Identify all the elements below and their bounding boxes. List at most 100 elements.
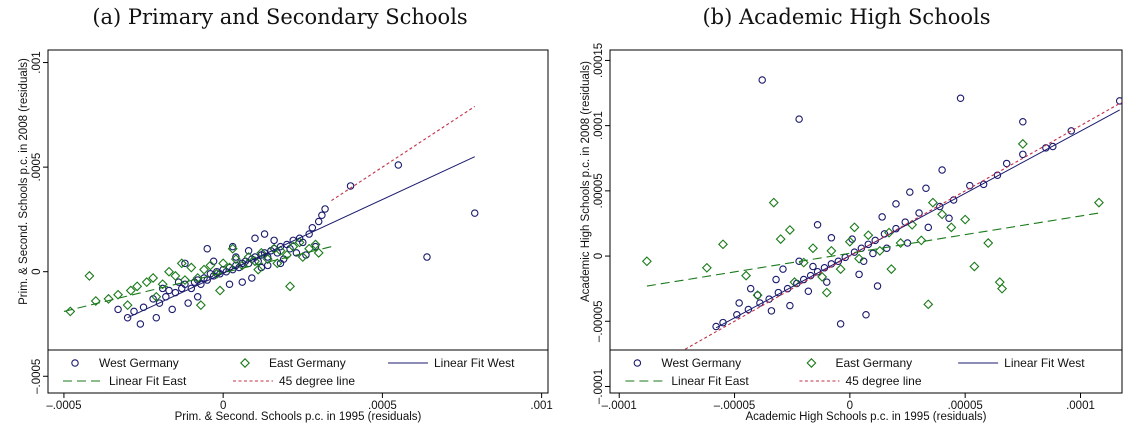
data-point-east: [854, 253, 865, 264]
data-point-west: [862, 310, 870, 319]
data-point-west: [804, 287, 813, 296]
data-point-west: [873, 282, 882, 290]
data-point-east: [285, 281, 296, 292]
legend-label: West Germany: [661, 356, 741, 370]
data-point-east: [752, 290, 763, 301]
data-point-west: [809, 262, 817, 271]
y-tick-label: .0005: [31, 153, 43, 182]
data-point-west: [308, 224, 317, 232]
data-point-west: [305, 230, 313, 238]
fit-line: [715, 109, 1120, 329]
data-point-west: [263, 261, 272, 270]
data-point-west: [114, 305, 122, 314]
data-point-west: [346, 182, 355, 190]
legend-label: 45 degree line: [845, 374, 921, 388]
data-point-east: [1017, 138, 1028, 149]
data-point-east: [997, 283, 1008, 294]
data-point-west: [945, 214, 953, 222]
data-point-east: [916, 235, 927, 246]
data-point-east: [969, 261, 980, 272]
data-point-west: [855, 270, 863, 279]
data-point-east: [170, 270, 181, 281]
data-point-west: [123, 313, 132, 322]
legend-label: East Germany: [835, 356, 912, 370]
data-point-west: [289, 236, 297, 245]
data-point-east: [157, 279, 168, 290]
data-point-east: [272, 258, 283, 269]
data-point-east: [253, 264, 264, 275]
data-point-west: [906, 188, 914, 196]
data-point-west: [193, 293, 202, 301]
plot-area: [63, 106, 479, 328]
data-point-west: [735, 299, 743, 307]
data-point-east: [741, 270, 752, 281]
y-tick-label: –.0005: [31, 359, 43, 394]
data-point-east: [164, 266, 174, 277]
y-tick-label: –.0001: [593, 369, 605, 404]
y-axis-label: Prim. & Second. Schools p.c. in 2008 (re…: [18, 58, 30, 305]
data-point-east: [313, 247, 324, 258]
data-point-west: [152, 313, 161, 322]
data-point-west: [813, 221, 822, 229]
data-point-east: [141, 277, 152, 288]
legend-label: West Germany: [99, 356, 179, 370]
data-point-west: [936, 202, 944, 211]
data-point-east: [262, 254, 273, 265]
data-point-west: [165, 286, 173, 295]
data-point-east: [895, 238, 906, 248]
data-point-east: [176, 258, 187, 269]
data-point-west: [836, 320, 845, 328]
data-point-west: [1019, 117, 1027, 126]
data-point-west: [270, 236, 278, 245]
x-axis-label: Academic High Schools p.c. in 1995 (resi…: [746, 411, 987, 423]
data-point-west: [1115, 97, 1122, 105]
data-point-west: [260, 230, 269, 238]
data-point-west: [321, 205, 329, 213]
data-point-west: [772, 275, 780, 284]
data-point-west: [423, 253, 431, 261]
data-point-west: [181, 259, 189, 268]
x-tick-label: .0001: [1066, 400, 1095, 412]
data-point-west: [924, 223, 933, 232]
data-point-west: [292, 249, 301, 257]
data-point-east: [122, 300, 133, 311]
data-point-east: [1093, 197, 1104, 208]
data-point-west: [1049, 142, 1057, 151]
x-tick-label: 0: [847, 400, 853, 412]
data-point-west: [197, 280, 205, 288]
data-point-west: [244, 247, 253, 255]
y-tick-label: .00005: [593, 173, 605, 208]
data-point-west: [225, 280, 234, 288]
data-point-east: [826, 245, 837, 256]
data-point-east: [835, 264, 846, 275]
data-point-east: [874, 245, 885, 256]
data-point-west: [799, 275, 808, 284]
plot-area: [641, 76, 1122, 372]
data-point-east: [886, 264, 897, 275]
data-point-west: [922, 184, 930, 192]
data-point-east: [125, 285, 136, 296]
data-point-east: [186, 262, 197, 273]
x-tick-label: .001: [530, 400, 552, 412]
data-point-east: [310, 239, 321, 250]
legend-label: Linear Fit East: [109, 374, 187, 388]
legend-box: [47, 349, 549, 394]
data-point-east: [230, 254, 241, 265]
legend-label: Linear Fit West: [1004, 356, 1085, 370]
data-point-west: [956, 94, 965, 103]
data-point-east: [205, 260, 216, 271]
data-point-east: [817, 271, 828, 282]
data-point-east: [641, 256, 652, 267]
data-point-west: [767, 307, 776, 315]
data-point-west: [823, 278, 831, 286]
legend-diamond-marker: [806, 358, 817, 368]
data-point-west: [979, 180, 988, 189]
data-point-east: [151, 291, 162, 302]
data-point-east: [849, 222, 860, 233]
data-point-east: [103, 293, 114, 304]
data-point-east: [844, 236, 855, 247]
data-point-west: [1067, 127, 1076, 135]
data-point-east: [768, 197, 779, 208]
data-point-east: [821, 287, 832, 298]
